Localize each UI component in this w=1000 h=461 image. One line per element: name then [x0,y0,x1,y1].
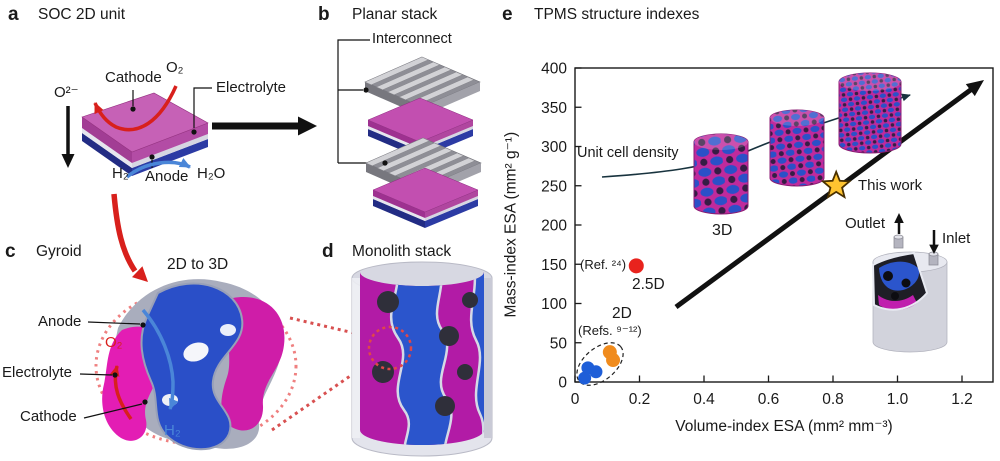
o2-flow-arrow [93,85,178,132]
2d-label: 2D [612,305,632,322]
data-point [628,258,644,274]
3d-trend-arrow [674,87,973,310]
panel-d-label: d [322,241,334,262]
cathode-label: Cathode [105,69,162,86]
scatter-plot: 0 0.2 0.4 0.6 0.8 1.0 1.2 0 50 100 150 200 250 300 350… [541,61,994,409]
electrolyte-leader-line [193,87,212,128]
soc-cell-layers [81,92,209,176]
interconnect-bracket [337,39,370,163]
gyroid-h2-label: H₂ [164,422,181,439]
o2-ion-down-arrowhead [61,154,75,168]
x-tick-label: 1.0 [887,391,909,408]
2d-cluster-ellipse [576,342,624,386]
gyroid-electrolyte-label: Electrolyte [2,364,73,381]
x-tick-label: 1.2 [951,391,973,408]
outlet-label: Outlet [845,215,886,232]
3d-label: 3D [712,222,733,239]
panel-a-title: SOC 2D unit [38,6,126,23]
x-tick-label: 0.6 [758,391,780,408]
x-tick-label: 0.2 [629,391,651,408]
monolith-inset [871,234,948,353]
gyroid-cylinder-small [693,133,749,215]
h2-flow-arrow-gyroid [141,308,179,410]
anode-leader-dot [149,154,155,160]
data-point [589,365,603,379]
x-tick-label: 0.4 [693,391,715,408]
y-tick-label: 350 [541,100,567,117]
data-point [578,371,592,385]
anode-label: Anode [145,168,189,185]
gyroid-cylinder-medium [769,109,825,187]
gyroid-illustration [79,279,372,451]
gyroid-o2-label: O₂ [105,334,123,351]
panel-a-label: a [8,4,19,25]
monolith-zoom-circle [367,325,413,371]
panel-a-to-c-arrow [111,193,138,273]
h2o-label: H₂O [197,165,226,182]
y-tick-label: 150 [541,257,567,274]
panel-a-to-c-arrowhead [132,266,148,282]
gyroid-anode-label: Anode [38,313,82,330]
gyroid-cathode-label: Cathode [20,408,77,425]
x-tick-label: 0 [571,391,580,408]
star-marker [820,169,852,200]
monolith-interior [360,272,484,445]
y-tick-label: 250 [541,178,567,195]
planar-stack-illustration [337,39,482,229]
panel-c-label: c [5,241,16,262]
panel-b-label: b [318,4,330,25]
y-tick-label: 100 [541,296,567,313]
y-tick-label: 300 [541,139,567,156]
soc-cell-illustration [61,85,317,282]
panel-e-title: TPMS structure indexes [534,6,700,23]
x-axis-label: Volume-index ESA (mm² mm⁻³) [675,418,893,435]
unit-cell-density-label: Unit cell density [577,145,679,161]
2d-to-3d-label: 2D to 3D [167,256,229,273]
monolith-illustration [351,261,493,457]
panel-c-title: Gyroid [36,243,82,260]
panel-d-title: Monolith stack [352,243,452,260]
y-tick-label: 400 [541,61,567,78]
electrolyte-leader-dot [191,129,197,135]
data-point [606,353,621,368]
y-axis-label: Mass-index ESA (mm² g⁻¹) [502,131,520,318]
ref24-label: (Ref. ²⁴) [580,257,627,272]
h2-label: H₂ [112,165,129,182]
o2-label: O₂ [166,59,184,76]
y-tick-label: 200 [541,218,567,235]
this-work-label: This work [858,177,923,194]
interconnect-label: Interconnect [372,31,452,47]
2-5d-label: 2.5D [632,276,665,293]
gyroid-cylinder-large [838,72,902,154]
chart-data-layer: 0 0.2 0.4 0.6 0.8 1.0 1.2 0 50 100 150 200 250 300 350… [541,61,973,409]
cathode-leader-dot [130,106,136,112]
3d-trend-arrowhead [965,80,984,97]
x-tick-label: 0.8 [822,391,844,408]
inlet-label: Inlet [942,230,971,247]
o2-ion-label: O²⁻ [54,84,79,101]
panel-a-to-b-arrowhead [298,116,317,136]
electrolyte-label: Electrolyte [216,79,287,96]
y-tick-label: 0 [558,375,567,392]
h2-flow-arrow [125,158,191,179]
gyroid-anode-surface [140,282,244,451]
y-tick-label: 50 [550,335,568,352]
panel-e-label: e [502,4,513,25]
panel-b-title: Planar stack [352,6,438,23]
refs912-label: (Refs. ⁹⁻¹²) [578,323,642,338]
o2-flow-arrow-gyroid [109,365,133,421]
